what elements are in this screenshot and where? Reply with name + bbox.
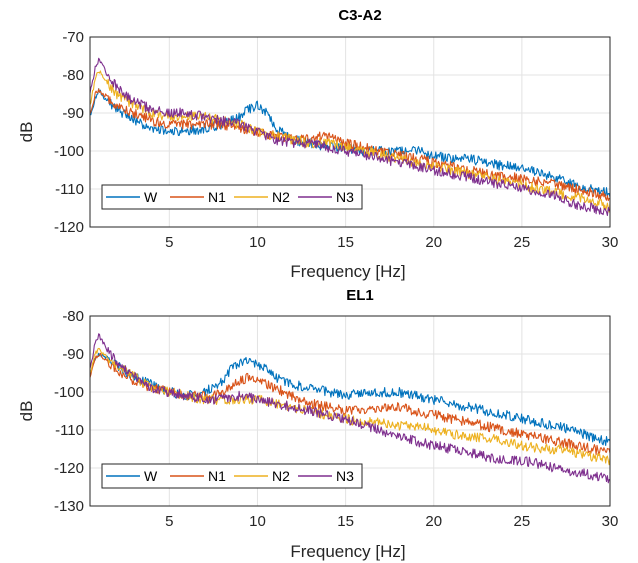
tick-labels: 5 10 15 20 25 30 -70 -80 -90 -100 -110 -120 — [54, 29, 618, 251]
legend-label: N1 — [208, 189, 226, 205]
legend: W N1 N2 N3 — [101, 184, 363, 210]
y-tick-label: -80 — [62, 308, 84, 325]
y-tick-label: -130 — [54, 498, 84, 515]
y-tick-label: -100 — [54, 143, 84, 160]
y-axis-label: dB — [17, 122, 36, 143]
y-tick-label: -120 — [54, 460, 84, 477]
x-tick-label: 20 — [425, 513, 442, 530]
x-tick-label: 15 — [337, 234, 354, 251]
panel-c3-a2: C3-A2 5 10 15 20 25 30 -70 -80 -90 -100 -110 -120 F… — [17, 7, 618, 281]
series-line-n2 — [89, 70, 611, 213]
y-tick-label: -80 — [62, 67, 84, 84]
legend-label: N3 — [336, 189, 354, 205]
legend-label: W — [144, 189, 158, 205]
plot-lines — [89, 57, 611, 217]
series-line-n1 — [89, 352, 611, 456]
legend-label: N3 — [336, 468, 354, 484]
y-tick-label: -90 — [62, 105, 84, 122]
panel-el1: EL1 5 10 15 20 25 30 -80 -90 -100 -110 -120 -130 Fr… — [17, 287, 618, 561]
legend-label: N2 — [272, 468, 290, 484]
x-tick-label: 30 — [602, 513, 619, 530]
y-tick-label: -110 — [55, 181, 84, 198]
chart-title: C3-A2 — [338, 7, 381, 24]
x-axis-label: Frequency [Hz] — [290, 262, 405, 281]
y-axis-label: dB — [17, 401, 36, 422]
series-line-n3 — [89, 333, 611, 484]
legend-label: N1 — [208, 468, 226, 484]
x-tick-label: 15 — [337, 513, 354, 530]
chart-title: EL1 — [346, 287, 374, 304]
x-tick-label: 5 — [165, 234, 173, 251]
x-tick-label: 25 — [514, 234, 531, 251]
x-tick-label: 5 — [165, 513, 173, 530]
x-axis-label: Frequency [Hz] — [290, 542, 405, 561]
plot-lines — [89, 333, 611, 484]
y-tick-label: -100 — [54, 384, 84, 401]
y-tick-label: -120 — [54, 219, 84, 236]
x-tick-label: 20 — [425, 234, 442, 251]
y-tick-label: -90 — [62, 346, 84, 363]
x-tick-label: 25 — [514, 513, 531, 530]
y-tick-label: -110 — [55, 422, 84, 439]
tick-labels: 5 10 15 20 25 30 -80 -90 -100 -110 -120 -130 — [54, 308, 618, 530]
series-line-n3 — [89, 57, 611, 217]
x-tick-label: 30 — [602, 234, 619, 251]
legend-label: W — [144, 468, 158, 484]
axes-box — [89, 315, 611, 507]
x-tick-label: 10 — [249, 234, 266, 251]
legend-label: N2 — [272, 189, 290, 205]
series-line-n1 — [89, 88, 611, 202]
axes-box — [89, 36, 611, 228]
y-tick-label: -70 — [62, 29, 84, 46]
series-line-w — [89, 352, 611, 446]
legend: W N1 N2 N3 — [101, 463, 363, 489]
x-tick-label: 10 — [249, 513, 266, 530]
